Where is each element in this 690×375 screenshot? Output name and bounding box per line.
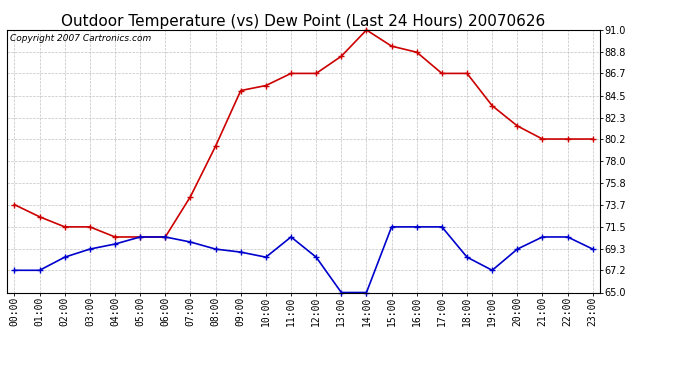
Title: Outdoor Temperature (vs) Dew Point (Last 24 Hours) 20070626: Outdoor Temperature (vs) Dew Point (Last… [61, 14, 546, 29]
Text: Copyright 2007 Cartronics.com: Copyright 2007 Cartronics.com [10, 34, 151, 43]
